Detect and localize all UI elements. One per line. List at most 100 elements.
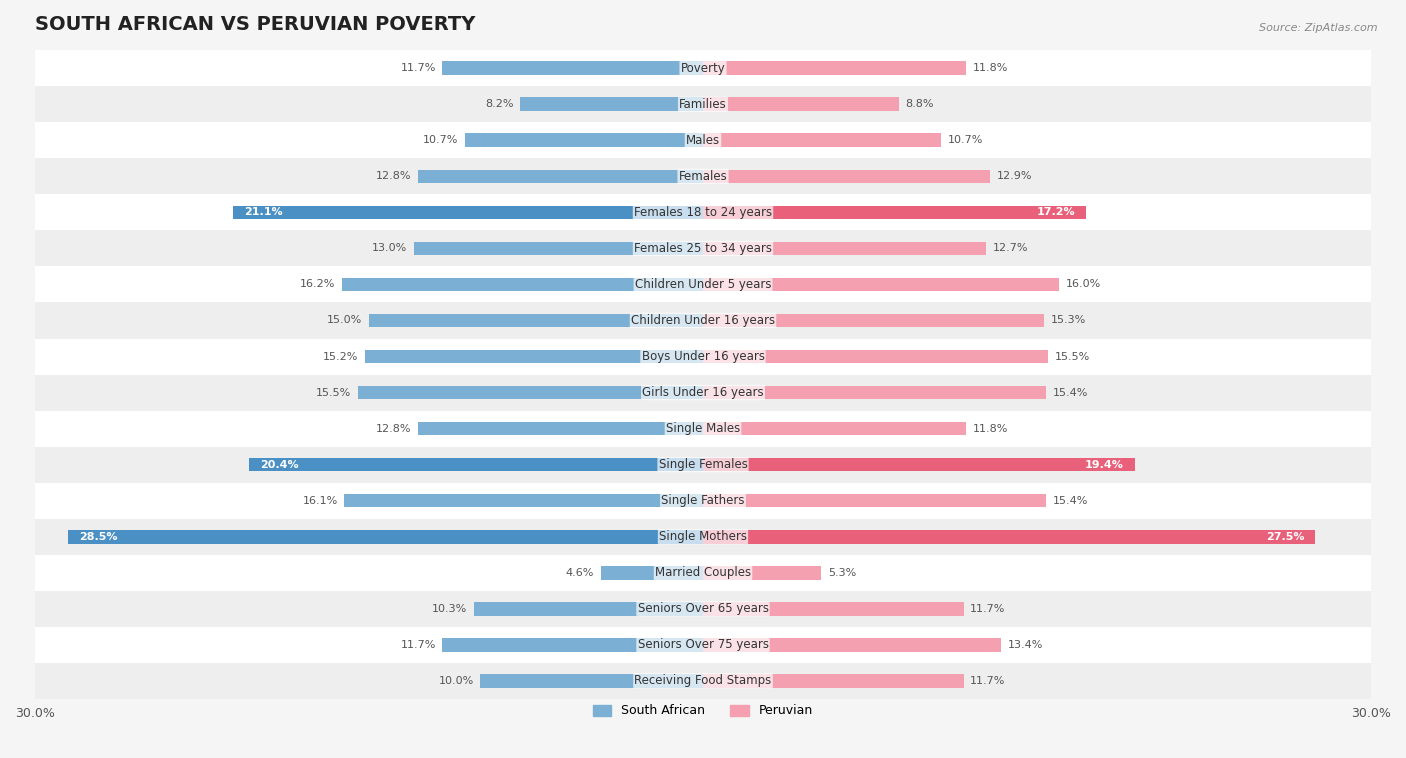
Bar	[520, 98, 703, 111]
Bar	[443, 638, 703, 652]
Text: 19.4%: 19.4%	[1085, 459, 1123, 470]
Text: Seniors Over 75 years: Seniors Over 75 years	[637, 638, 769, 651]
Bar	[368, 314, 703, 327]
Bar	[35, 158, 1371, 194]
Legend: South African, Peruvian: South African, Peruvian	[588, 700, 818, 722]
Text: Single Males: Single Males	[666, 422, 740, 435]
Text: 16.1%: 16.1%	[302, 496, 337, 506]
Bar	[35, 267, 1371, 302]
Text: 21.1%: 21.1%	[245, 208, 283, 218]
Text: Females 18 to 24 years: Females 18 to 24 years	[634, 206, 772, 219]
Text: 15.4%: 15.4%	[1053, 387, 1088, 397]
Text: 11.8%: 11.8%	[973, 63, 1008, 74]
Text: SOUTH AFRICAN VS PERUVIAN POVERTY: SOUTH AFRICAN VS PERUVIAN POVERTY	[35, 15, 475, 34]
Bar	[35, 50, 1371, 86]
Bar	[35, 302, 1371, 339]
Text: Girls Under 16 years: Girls Under 16 years	[643, 386, 763, 399]
Text: Children Under 16 years: Children Under 16 years	[631, 314, 775, 327]
Bar	[703, 458, 1135, 471]
Text: Source: ZipAtlas.com: Source: ZipAtlas.com	[1260, 23, 1378, 33]
Text: 5.3%: 5.3%	[828, 568, 856, 578]
Bar	[703, 349, 1047, 363]
Text: 11.8%: 11.8%	[973, 424, 1008, 434]
Bar	[413, 242, 703, 255]
Bar	[703, 242, 986, 255]
Text: Females 25 to 34 years: Females 25 to 34 years	[634, 242, 772, 255]
Text: 12.8%: 12.8%	[375, 171, 412, 181]
Text: Females: Females	[679, 170, 727, 183]
Bar	[35, 194, 1371, 230]
Bar	[35, 374, 1371, 411]
Bar	[703, 493, 1046, 507]
Text: 10.0%: 10.0%	[439, 676, 474, 686]
Text: 10.7%: 10.7%	[948, 136, 983, 146]
Bar	[35, 518, 1371, 555]
Text: 12.9%: 12.9%	[997, 171, 1032, 181]
Text: 28.5%: 28.5%	[80, 531, 118, 542]
Text: 15.5%: 15.5%	[316, 387, 352, 397]
Bar	[35, 662, 1371, 699]
Bar	[481, 674, 703, 688]
Bar	[703, 638, 1001, 652]
Bar	[703, 277, 1059, 291]
Bar	[69, 530, 703, 543]
Bar	[342, 277, 703, 291]
Text: 12.7%: 12.7%	[993, 243, 1028, 253]
Text: 15.5%: 15.5%	[1054, 352, 1090, 362]
Text: 8.8%: 8.8%	[905, 99, 934, 109]
Text: 4.6%: 4.6%	[565, 568, 593, 578]
Text: 10.3%: 10.3%	[432, 603, 467, 614]
Bar	[418, 421, 703, 435]
Text: Receiving Food Stamps: Receiving Food Stamps	[634, 675, 772, 688]
Bar	[703, 170, 990, 183]
Text: Seniors Over 65 years: Seniors Over 65 years	[637, 602, 769, 615]
Bar	[703, 314, 1043, 327]
Text: 11.7%: 11.7%	[970, 603, 1005, 614]
Bar	[703, 602, 963, 615]
Text: 8.2%: 8.2%	[485, 99, 513, 109]
Text: 15.3%: 15.3%	[1050, 315, 1085, 325]
Text: Boys Under 16 years: Boys Under 16 years	[641, 350, 765, 363]
Bar	[703, 386, 1046, 399]
Text: 13.0%: 13.0%	[371, 243, 406, 253]
Bar	[703, 674, 963, 688]
Text: Married Couples: Married Couples	[655, 566, 751, 579]
Bar	[703, 98, 898, 111]
Bar	[703, 133, 941, 147]
Bar	[418, 170, 703, 183]
Text: 16.2%: 16.2%	[301, 280, 336, 290]
Text: Single Mothers: Single Mothers	[659, 530, 747, 543]
Bar	[35, 339, 1371, 374]
Bar	[359, 386, 703, 399]
Text: 12.8%: 12.8%	[375, 424, 412, 434]
Bar	[249, 458, 703, 471]
Text: 11.7%: 11.7%	[970, 676, 1005, 686]
Text: 11.7%: 11.7%	[401, 640, 436, 650]
Bar	[703, 530, 1316, 543]
Bar	[344, 493, 703, 507]
Bar	[703, 61, 966, 75]
Text: 17.2%: 17.2%	[1036, 208, 1076, 218]
Bar	[703, 421, 966, 435]
Bar	[703, 566, 821, 580]
Text: Single Females: Single Females	[658, 458, 748, 471]
Bar	[35, 483, 1371, 518]
Bar	[35, 411, 1371, 446]
Bar	[474, 602, 703, 615]
Bar	[703, 205, 1085, 219]
Text: 15.0%: 15.0%	[328, 315, 363, 325]
Bar	[35, 555, 1371, 590]
Text: Families: Families	[679, 98, 727, 111]
Bar	[35, 446, 1371, 483]
Bar	[35, 86, 1371, 122]
Bar	[233, 205, 703, 219]
Bar	[364, 349, 703, 363]
Bar	[35, 590, 1371, 627]
Text: 13.4%: 13.4%	[1008, 640, 1043, 650]
Bar	[35, 122, 1371, 158]
Text: 10.7%: 10.7%	[423, 136, 458, 146]
Text: Single Fathers: Single Fathers	[661, 494, 745, 507]
Bar	[600, 566, 703, 580]
Text: 20.4%: 20.4%	[260, 459, 298, 470]
Bar	[35, 627, 1371, 662]
